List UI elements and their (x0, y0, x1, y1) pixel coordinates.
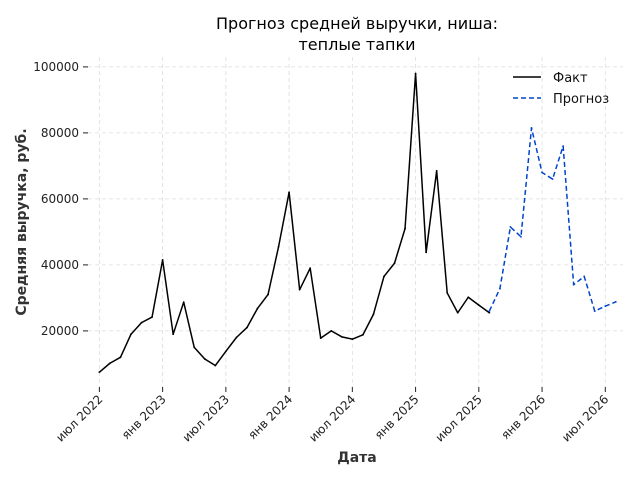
series-line-fact (98, 72, 490, 373)
data-point (435, 169, 438, 172)
x-tick-label: июл 2023 (180, 392, 232, 444)
x-tick-label: янв 2026 (498, 392, 548, 442)
x-tick-label: янв 2023 (119, 392, 169, 442)
x-tick-label: янв 2025 (372, 392, 422, 442)
data-point (393, 262, 396, 265)
data-point (404, 227, 406, 230)
data-point (140, 321, 143, 324)
data-point (288, 191, 290, 194)
x-tick-label: июл 2026 (559, 392, 611, 444)
data-point (298, 288, 301, 291)
data-point (309, 267, 312, 270)
x-tick-label: янв 2024 (245, 392, 295, 442)
data-point (614, 300, 617, 303)
data-point (182, 301, 185, 304)
data-point (172, 333, 175, 336)
series-forecast (488, 127, 617, 312)
data-point (604, 305, 607, 308)
data-point (330, 330, 333, 332)
data-point (456, 311, 459, 314)
data-point (499, 287, 501, 290)
data-point (425, 251, 428, 254)
data-point (351, 338, 354, 341)
legend-label-forecast: Прогноз (553, 92, 609, 107)
data-point (277, 245, 280, 248)
x-tick-label: июл 2025 (433, 392, 485, 444)
data-point (509, 226, 512, 228)
data-point (203, 358, 206, 360)
data-point (572, 283, 575, 286)
data-point (414, 72, 417, 75)
data-point (235, 336, 238, 339)
chart-title-line-1: Прогноз средней выручки, ниша: (216, 14, 498, 33)
data-point (583, 275, 586, 278)
data-point (109, 362, 111, 365)
grid (88, 57, 623, 387)
y-tick-label: 20000 (41, 324, 79, 338)
data-point (340, 335, 343, 338)
data-point (477, 304, 480, 307)
x-tick-label: июл 2024 (306, 392, 358, 444)
data-point (224, 350, 227, 353)
data-point (593, 310, 596, 312)
axes: 20000 40000 60000 80000 100000 июл 2022 янв 20… (33, 60, 611, 445)
legend-label-fact: Факт (553, 71, 588, 86)
data-point (541, 171, 543, 174)
data-point (119, 356, 122, 359)
x-tick-label: июл 2022 (53, 392, 105, 444)
data-point (520, 235, 522, 238)
series-fact (98, 72, 491, 374)
data-point (98, 371, 101, 374)
y-tick-label: 80000 (41, 126, 79, 140)
y-tick-label: 60000 (41, 192, 79, 206)
data-point (161, 259, 164, 261)
data-point (488, 311, 491, 314)
data-point (267, 293, 269, 296)
x-axis-label: Дата (337, 450, 376, 466)
y-tick-label: 40000 (41, 258, 79, 272)
data-point (530, 127, 533, 129)
y-axis-label: Средняя выручка, руб. (14, 128, 30, 315)
data-point (246, 326, 248, 329)
data-point (467, 296, 470, 299)
data-point (256, 307, 259, 310)
series-line-forecast (488, 127, 617, 312)
data-point (551, 178, 554, 181)
data-point (130, 333, 132, 336)
series-layer (98, 72, 617, 374)
legend: Факт Прогноз (513, 71, 609, 107)
data-point (383, 275, 385, 278)
data-point (446, 292, 449, 294)
data-point (361, 333, 364, 336)
data-point (193, 346, 196, 349)
chart-title-line-2: теплые тапки (298, 35, 415, 54)
data-point (151, 316, 153, 318)
data-point (214, 364, 217, 367)
data-point (562, 145, 565, 148)
data-point (372, 313, 375, 316)
y-tick-label: 100000 (33, 60, 79, 74)
data-point (319, 337, 322, 340)
data-point (488, 310, 491, 312)
